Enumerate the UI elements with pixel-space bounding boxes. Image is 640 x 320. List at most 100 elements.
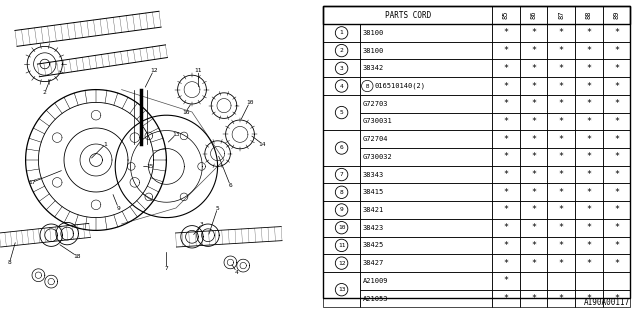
Text: 38100: 38100 bbox=[362, 48, 384, 53]
Text: 7: 7 bbox=[340, 172, 344, 177]
Bar bbox=[547, 60, 575, 77]
Bar bbox=[547, 113, 575, 130]
Text: *: * bbox=[504, 117, 509, 126]
Text: 9: 9 bbox=[340, 207, 344, 212]
Text: *: * bbox=[559, 152, 564, 161]
Text: 5: 5 bbox=[216, 205, 220, 211]
Bar bbox=[603, 113, 630, 130]
Bar bbox=[575, 60, 603, 77]
Bar bbox=[603, 130, 630, 148]
Bar bbox=[520, 113, 547, 130]
Bar bbox=[520, 183, 547, 201]
Bar bbox=[603, 236, 630, 254]
Text: *: * bbox=[614, 259, 619, 268]
Text: *: * bbox=[504, 188, 509, 197]
Bar bbox=[360, 183, 492, 201]
Text: PARTS CORD: PARTS CORD bbox=[385, 11, 431, 20]
Text: A21009: A21009 bbox=[362, 278, 388, 284]
Text: *: * bbox=[504, 276, 509, 285]
Bar bbox=[575, 166, 603, 183]
Text: 3: 3 bbox=[200, 221, 204, 227]
Bar bbox=[360, 166, 492, 183]
Bar bbox=[492, 290, 520, 308]
Bar bbox=[520, 219, 547, 236]
Bar bbox=[492, 236, 520, 254]
Text: 87: 87 bbox=[558, 11, 564, 20]
Bar bbox=[520, 60, 547, 77]
Bar bbox=[360, 60, 492, 77]
Text: *: * bbox=[559, 82, 564, 91]
Bar bbox=[520, 254, 547, 272]
Bar bbox=[323, 6, 492, 24]
Bar bbox=[492, 201, 520, 219]
Bar bbox=[360, 95, 492, 113]
Bar bbox=[360, 201, 492, 219]
Text: 2: 2 bbox=[340, 48, 344, 53]
Bar bbox=[520, 272, 547, 290]
Bar bbox=[323, 24, 360, 42]
Bar bbox=[603, 272, 630, 290]
Text: 18: 18 bbox=[73, 253, 81, 259]
Text: *: * bbox=[504, 294, 509, 303]
Text: 12: 12 bbox=[150, 68, 157, 73]
Bar bbox=[323, 95, 360, 130]
Bar bbox=[547, 24, 575, 42]
Text: *: * bbox=[504, 223, 509, 232]
Text: 8: 8 bbox=[340, 190, 344, 195]
Text: *: * bbox=[614, 205, 619, 214]
Text: *: * bbox=[504, 99, 509, 108]
Text: *: * bbox=[559, 135, 564, 144]
Bar bbox=[323, 130, 360, 166]
Bar bbox=[492, 6, 520, 24]
Bar bbox=[575, 219, 603, 236]
Bar bbox=[547, 236, 575, 254]
Text: G72704: G72704 bbox=[362, 136, 388, 142]
Bar bbox=[492, 42, 520, 60]
Text: *: * bbox=[504, 152, 509, 161]
Text: *: * bbox=[586, 28, 591, 37]
Bar bbox=[520, 201, 547, 219]
Bar bbox=[520, 95, 547, 113]
Bar bbox=[547, 130, 575, 148]
Text: *: * bbox=[531, 28, 536, 37]
Text: *: * bbox=[531, 259, 536, 268]
Text: 3: 3 bbox=[340, 66, 344, 71]
Text: 7: 7 bbox=[164, 266, 168, 271]
Bar bbox=[520, 24, 547, 42]
Text: 10: 10 bbox=[338, 225, 346, 230]
Text: 88: 88 bbox=[586, 11, 592, 20]
Text: *: * bbox=[504, 205, 509, 214]
Text: A21053: A21053 bbox=[362, 296, 388, 301]
Bar bbox=[360, 77, 492, 95]
Bar bbox=[575, 24, 603, 42]
Text: 12: 12 bbox=[338, 260, 346, 266]
Bar bbox=[360, 148, 492, 166]
Bar bbox=[547, 290, 575, 308]
Bar bbox=[575, 130, 603, 148]
Text: *: * bbox=[559, 46, 564, 55]
Text: 38342: 38342 bbox=[362, 65, 384, 71]
Text: 89: 89 bbox=[614, 11, 620, 20]
Text: *: * bbox=[559, 28, 564, 37]
Bar bbox=[603, 95, 630, 113]
Bar bbox=[575, 183, 603, 201]
Text: *: * bbox=[559, 241, 564, 250]
Bar bbox=[360, 236, 492, 254]
Bar bbox=[547, 148, 575, 166]
Bar bbox=[520, 148, 547, 166]
Text: *: * bbox=[586, 46, 591, 55]
Bar bbox=[492, 95, 520, 113]
Bar bbox=[360, 290, 492, 308]
Bar bbox=[575, 272, 603, 290]
Text: *: * bbox=[504, 241, 509, 250]
Bar bbox=[360, 113, 492, 130]
Bar bbox=[603, 42, 630, 60]
Text: 1: 1 bbox=[104, 141, 108, 147]
Text: *: * bbox=[586, 117, 591, 126]
Bar bbox=[547, 42, 575, 60]
Text: *: * bbox=[614, 152, 619, 161]
Bar bbox=[323, 60, 360, 77]
Text: 9: 9 bbox=[116, 205, 120, 211]
Text: *: * bbox=[586, 64, 591, 73]
Bar bbox=[547, 201, 575, 219]
